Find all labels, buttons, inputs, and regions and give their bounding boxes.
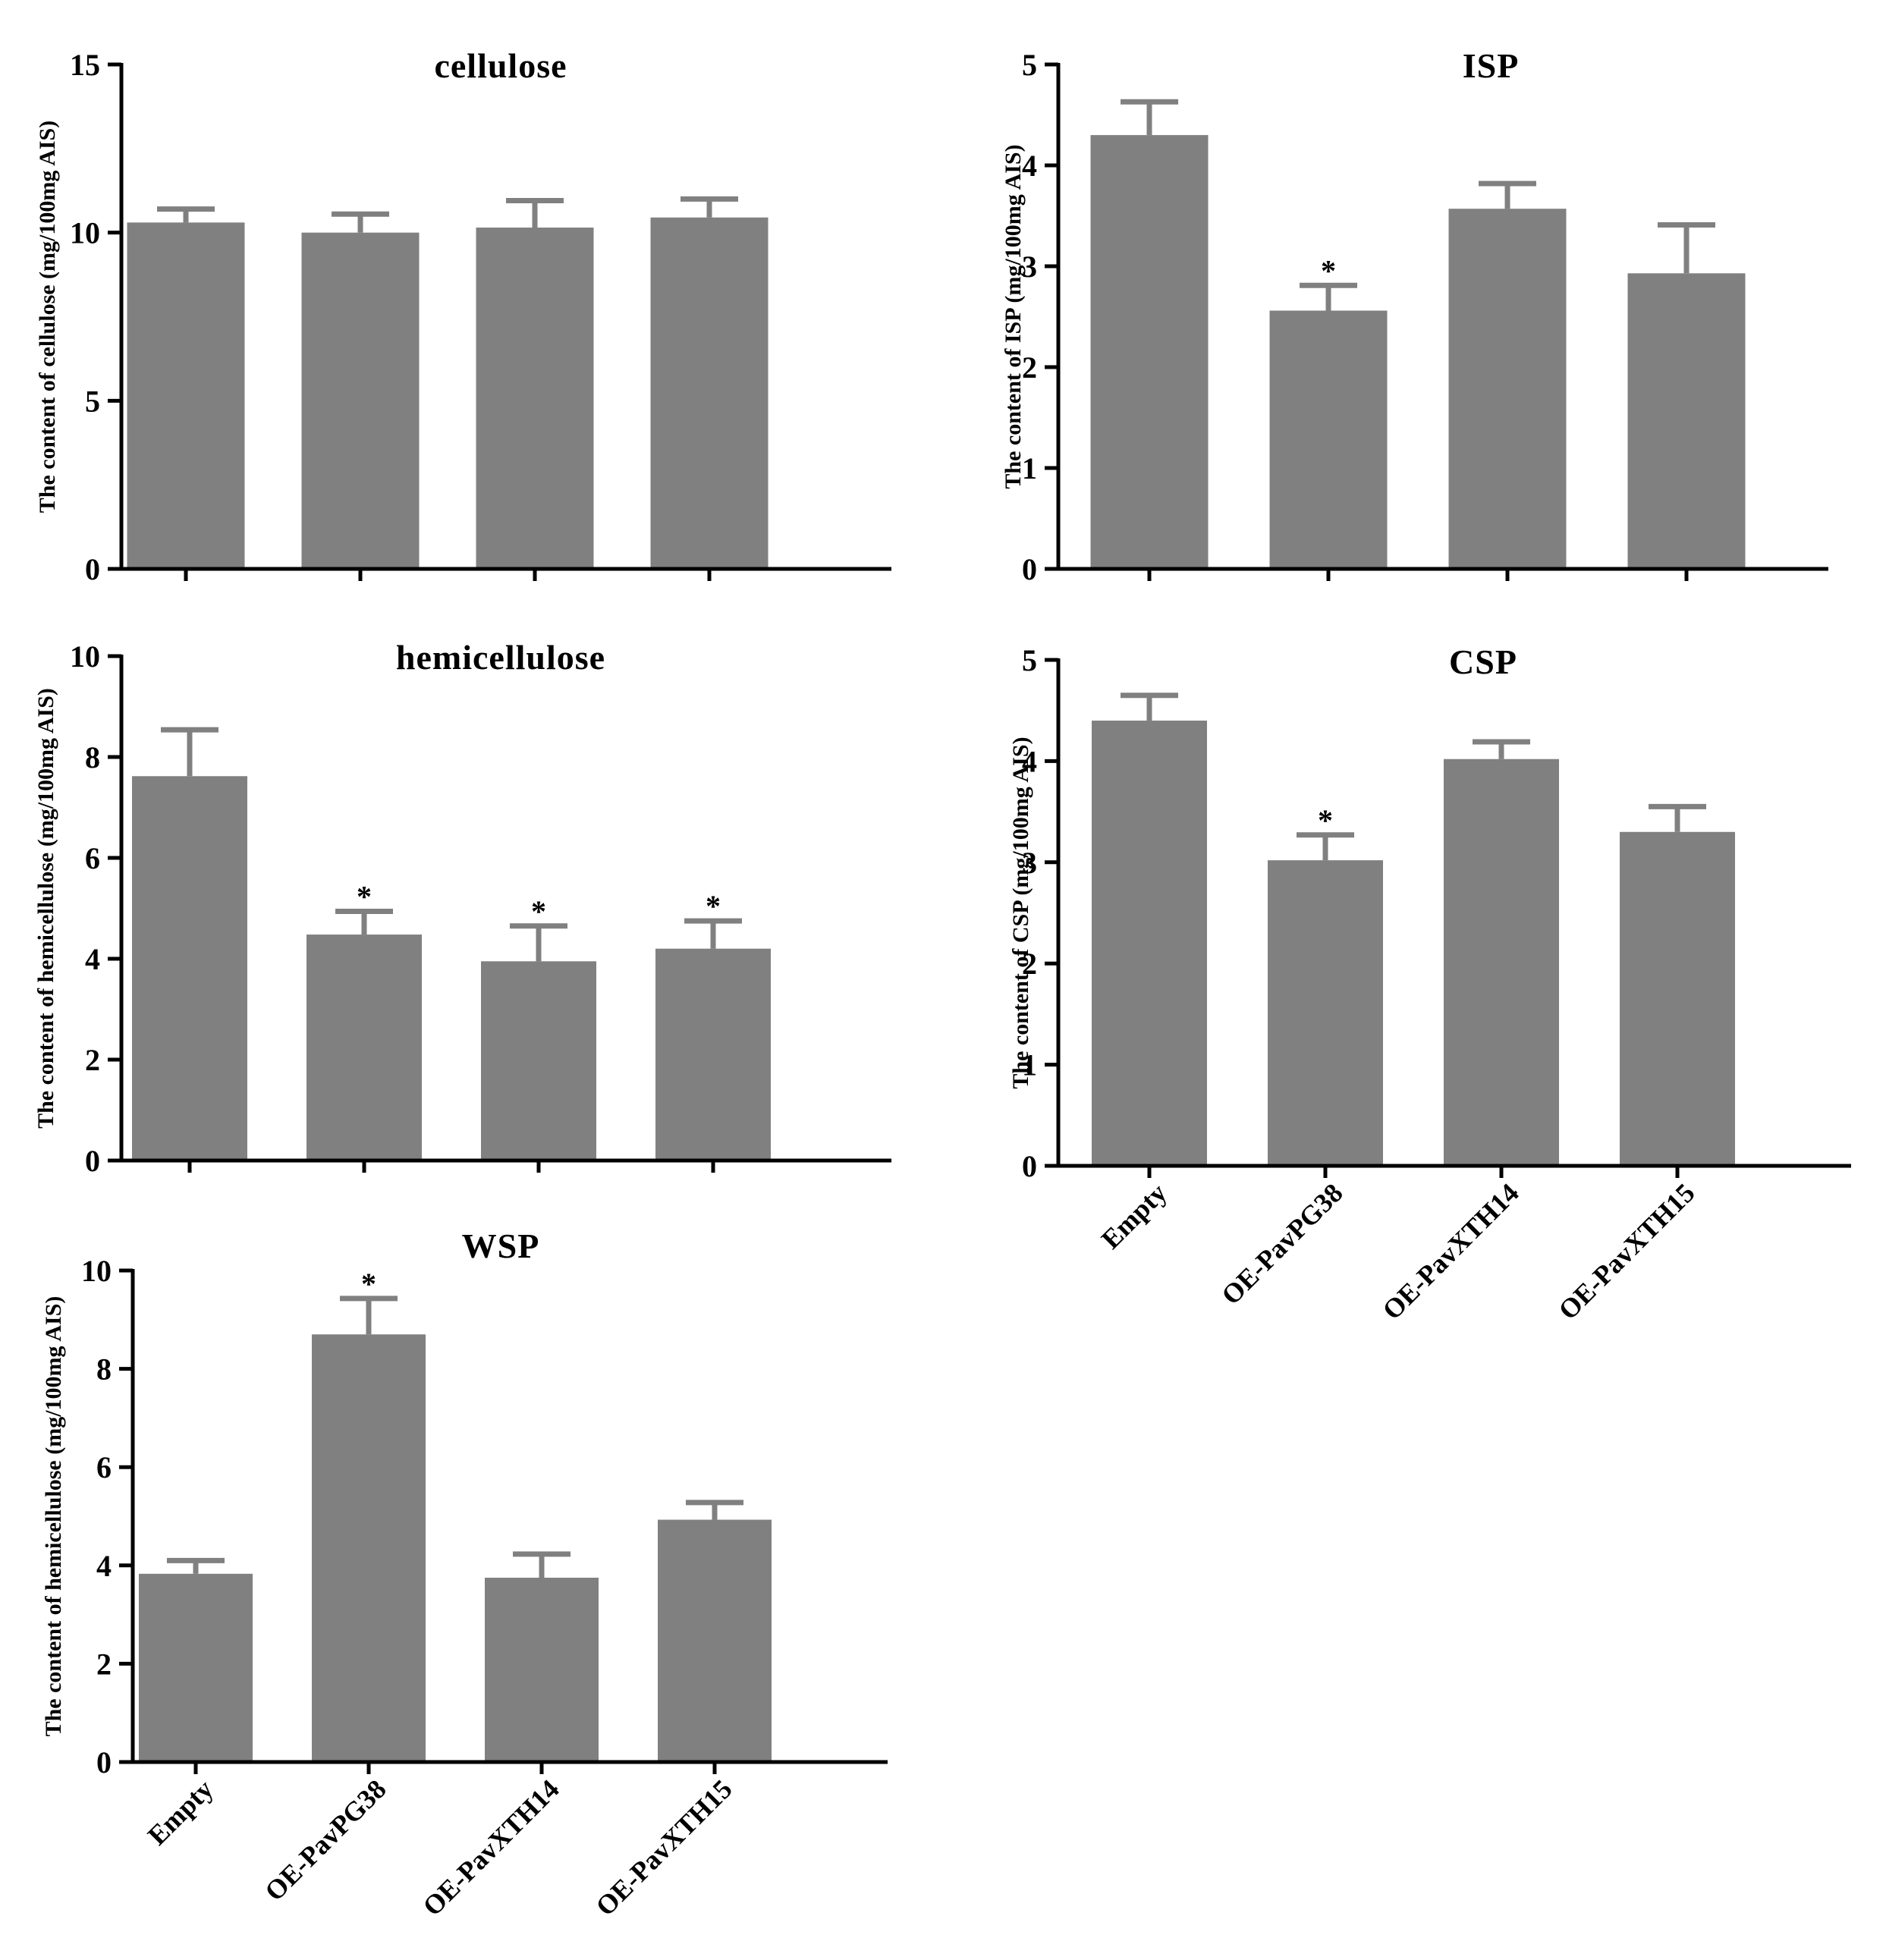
y-tick-label: 6: [96, 1450, 112, 1484]
chart-title: hemicellulose: [396, 638, 605, 677]
y-tick-label: 3: [1022, 846, 1037, 880]
bar-empty: [132, 776, 247, 1161]
bar-oe-pavxth15: [1627, 273, 1746, 569]
bar-oe-pavxth15: [655, 948, 771, 1161]
bar-empty: [139, 1573, 253, 1762]
y-tick-label: 0: [85, 1144, 100, 1178]
y-tick-label: 2: [85, 1043, 100, 1077]
y-tick-label: 10: [70, 216, 100, 250]
chart-title: WSP: [462, 1227, 540, 1265]
significance-marker: *: [706, 889, 721, 923]
y-tick-label: 0: [1022, 552, 1037, 586]
y-tick-label: 8: [96, 1352, 112, 1387]
y-axis-label: The content of hemicellulose (mg/100mg A…: [33, 688, 58, 1129]
significance-marker: *: [1321, 253, 1336, 287]
bar-oe-pavxth14: [481, 961, 596, 1161]
y-tick-label: 2: [96, 1647, 112, 1681]
bar-empty: [1090, 135, 1209, 570]
bar-oe-pavxth14: [476, 228, 594, 569]
y-tick-label: 6: [85, 841, 100, 875]
significance-marker: *: [531, 894, 546, 928]
chart-title: cellulose: [434, 46, 567, 85]
chart-title: ISP: [1463, 46, 1520, 85]
bar-oe-pavpg38: [1269, 310, 1388, 569]
y-tick-label: 4: [96, 1549, 112, 1583]
x-tick-label: OE-PavXTH14: [1376, 1177, 1524, 1325]
y-tick-label: 15: [70, 48, 100, 82]
x-tick-label: OE-PavXTH14: [416, 1773, 564, 1921]
chart-panel-cellulose: cellulose The content of cellulose (mg/10…: [35, 46, 891, 586]
significance-marker: *: [361, 1267, 376, 1301]
y-tick-label: 4: [1022, 149, 1037, 183]
y-axis-label: The content of cellulose (mg/100mg AIS): [35, 121, 60, 513]
chart-panel-wsp: WSP The content of hemicellulose (mg/100m…: [41, 1227, 888, 1922]
y-tick-label: 1: [1022, 451, 1037, 485]
y-tick-label: 1: [1022, 1048, 1037, 1082]
bar-oe-pavpg38: [301, 232, 420, 569]
bar-oe-pavxth14: [1444, 759, 1559, 1166]
y-tick-label: 5: [1022, 643, 1037, 677]
y-tick-label: 4: [85, 942, 100, 976]
y-tick-label: 4: [1022, 744, 1037, 778]
significance-marker: *: [357, 879, 372, 913]
x-tick-label: Empty: [1095, 1177, 1173, 1255]
y-tick-label: 5: [1022, 48, 1037, 82]
bar-oe-pavxth15: [650, 217, 769, 569]
bar-oe-pavpg38: [306, 934, 422, 1161]
significance-marker: *: [1318, 803, 1333, 837]
y-tick-label: 10: [70, 639, 100, 674]
bar-oe-pavxth15: [658, 1519, 772, 1762]
chart-panel-isp: ISP The content of ISP (mg/100mg AIS) * 0 1 2…: [1001, 46, 1828, 586]
bar-oe-pavxth15: [1620, 831, 1735, 1166]
y-tick-label: 0: [96, 1745, 112, 1779]
x-tick-label: OE-PavXTH15: [1552, 1177, 1700, 1325]
y-axis-label: The content of ISP (mg/100mg AIS): [1001, 144, 1026, 488]
x-tick-label: OE-PavPG38: [259, 1773, 391, 1906]
x-tick-label: OE-PavPG38: [1215, 1177, 1348, 1310]
y-tick-label: 0: [85, 552, 100, 586]
bar-oe-pavpg38: [312, 1334, 426, 1762]
bar-empty: [127, 222, 245, 569]
chart-panel-hemicellulose: hemicellulose The content of hemicellulos…: [33, 638, 891, 1178]
y-tick-label: 0: [1022, 1149, 1037, 1183]
y-tick-label: 8: [85, 740, 100, 774]
y-axis-label: The content of hemicellulose (mg/100mg A…: [41, 1296, 66, 1737]
chart-title: CSP: [1449, 642, 1517, 681]
y-tick-label: 10: [81, 1254, 112, 1288]
bar-oe-pavxth14: [1448, 209, 1567, 569]
x-tick-label: Empty: [142, 1773, 219, 1851]
x-tick-label: OE-PavXTH15: [589, 1773, 737, 1921]
y-tick-label: 2: [1022, 350, 1037, 385]
chart-panel-csp: CSP The content of CSP (mg/100mg AIS) Empt…: [1008, 642, 1851, 1326]
bar-oe-pavpg38: [1268, 860, 1383, 1166]
y-tick-label: 2: [1022, 947, 1037, 981]
bar-empty: [1092, 721, 1207, 1166]
y-axis-label: The content of CSP (mg/100mg AIS): [1008, 737, 1033, 1088]
y-tick-label: 5: [85, 384, 100, 418]
bar-oe-pavxth14: [485, 1578, 599, 1762]
y-tick-label: 3: [1022, 250, 1037, 284]
